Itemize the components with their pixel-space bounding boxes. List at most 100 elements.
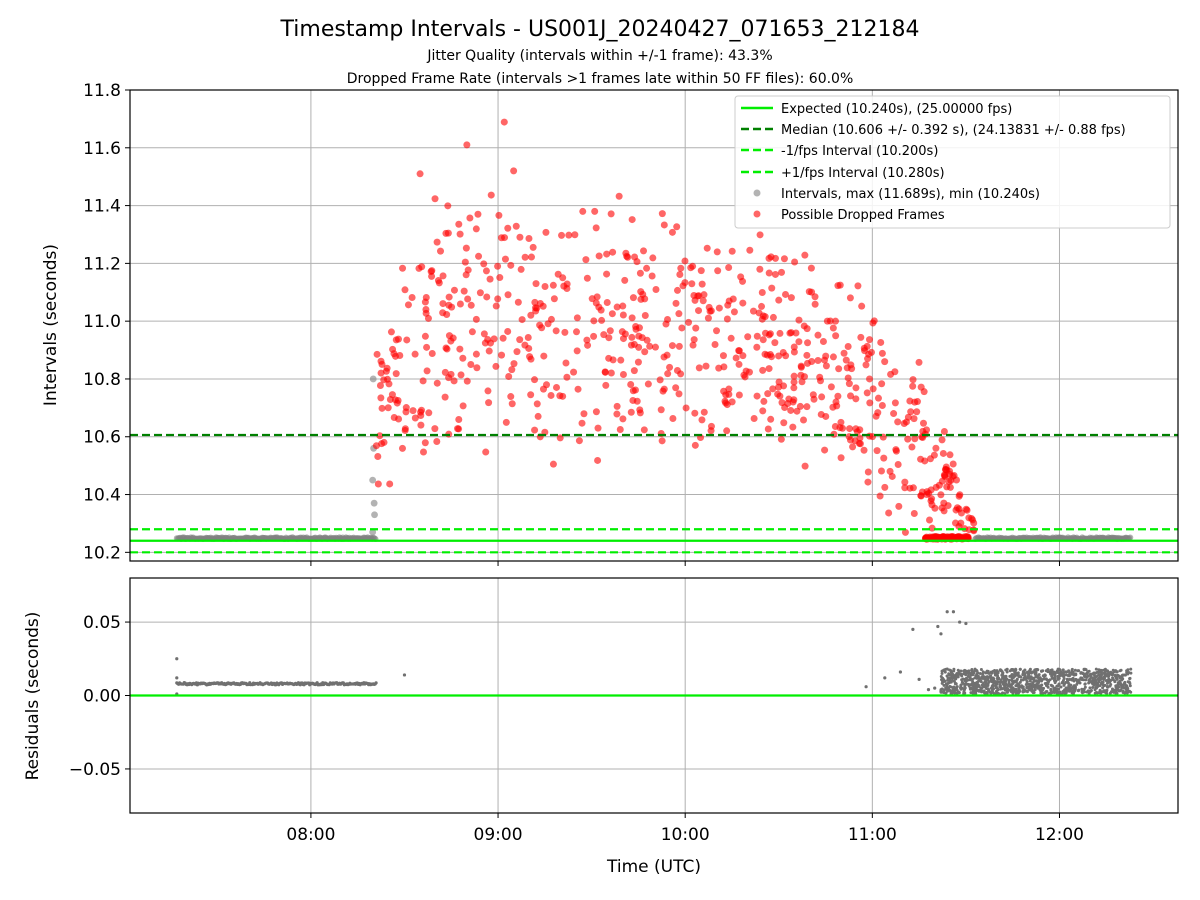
y-tick-label-top: 11.6 (83, 139, 121, 159)
residual-point (963, 686, 967, 690)
residual-point (983, 680, 987, 684)
dropped-frame-point (938, 477, 946, 485)
residual-point (1001, 691, 1005, 695)
dropped-frame-point (724, 301, 732, 309)
residual-point (1001, 682, 1005, 686)
dropped-frame-point (660, 221, 668, 229)
residual-point (1017, 685, 1021, 689)
dropped-frame-point (622, 249, 630, 257)
dropped-frame-point (732, 354, 740, 362)
residual-point (1114, 686, 1118, 690)
dropped-frame-point (618, 328, 626, 336)
residual-point (1025, 690, 1029, 694)
residual-point (1128, 684, 1132, 688)
dropped-frame-point (854, 282, 862, 290)
residual-point (1069, 683, 1073, 687)
dropped-frame-point (765, 365, 773, 373)
residual-point (962, 691, 966, 695)
dropped-frame-point (628, 333, 636, 341)
dropped-frame-point (504, 224, 512, 232)
dropped-frame-point (787, 294, 795, 302)
residual-point (883, 676, 887, 680)
legend-label-plus-fps: +1/fps Interval (10.280s) (781, 166, 945, 181)
legend-label-median: Median (10.606 +/- 0.392 s), (24.13831 +… (781, 123, 1126, 138)
dropped-frame-point (742, 367, 750, 375)
dropped-frame-point (885, 509, 893, 517)
dropped-frame-point (656, 376, 664, 384)
residual-point (1099, 691, 1103, 695)
dropped-frame-point (401, 425, 409, 433)
residual-point (1003, 688, 1007, 692)
dropped-frame-point (487, 191, 495, 199)
dropped-frame-point (419, 448, 427, 456)
dropped-frame-point (424, 314, 432, 322)
dropped-frame-point (459, 354, 467, 362)
dropped-frame-point (846, 425, 854, 433)
dropped-frame-point (940, 428, 948, 436)
dropped-frame-point (578, 419, 586, 427)
dropped-frame-point (392, 370, 400, 378)
y-tick-label-bottom: −0.05 (69, 760, 121, 780)
dropped-frame-point (467, 301, 475, 309)
dropped-frame-point (531, 426, 539, 434)
dropped-frame-point (627, 408, 635, 416)
legend-swatch-dropped (753, 210, 761, 218)
residual-point (1074, 685, 1078, 689)
dropped-frame-point (558, 231, 566, 239)
residual-point (1055, 684, 1059, 688)
residual-point (989, 678, 993, 682)
legend-label-intervals: Intervals, max (11.689s), min (10.240s) (781, 187, 1040, 202)
residual-point (374, 681, 378, 685)
dropped-frame-point (866, 399, 874, 407)
dropped-frame-point (638, 334, 646, 342)
residual-point (1046, 670, 1050, 674)
residual-point (1108, 680, 1112, 684)
dropped-frame-point (629, 387, 637, 395)
dropped-frame-point (516, 336, 524, 344)
residual-point (1033, 685, 1037, 689)
dropped-frame-point (454, 425, 462, 433)
residual-point (959, 686, 963, 690)
dropped-frame-point (445, 374, 453, 382)
residual-point (1116, 673, 1120, 677)
dropped-frame-point (629, 294, 637, 302)
dropped-frame-point (700, 408, 708, 416)
residual-point (993, 671, 997, 675)
dropped-frame-point (814, 357, 822, 365)
dropped-frame-point (595, 252, 603, 260)
dropped-frame-point (421, 439, 429, 447)
dropped-frame-point (419, 377, 427, 385)
residual-point (1049, 687, 1053, 691)
dropped-frame-point (909, 484, 917, 492)
residual-point (991, 683, 995, 687)
residual-point (951, 610, 956, 614)
dropped-frame-point (746, 246, 754, 254)
top-plot-frame (129, 89, 1179, 562)
residual-point (986, 687, 990, 691)
residual-point (1035, 667, 1039, 671)
dropped-frame-point (904, 435, 912, 443)
bottom-y-axis-label: Residuals (seconds) (23, 612, 43, 781)
dropped-frame-point (675, 390, 683, 398)
residual-point (976, 671, 980, 675)
dropped-frame-point (482, 448, 490, 456)
dropped-frame-point (926, 455, 934, 463)
dropped-frame-point (431, 195, 439, 203)
dropped-frame-point (840, 349, 848, 357)
dropped-frame-point (778, 268, 786, 276)
dropped-frame-point (965, 526, 973, 534)
dropped-frame-point (756, 265, 764, 273)
dropped-frame-point (402, 404, 410, 412)
dropped-frame-point (714, 267, 722, 275)
residual-point (977, 688, 981, 692)
dropped-frame-point (956, 491, 964, 499)
residual-point (981, 670, 985, 674)
residual-point (995, 686, 999, 690)
dropped-frame-point (673, 223, 681, 231)
residual-point (1032, 677, 1036, 681)
dropped-frame-point (874, 394, 882, 402)
dropped-frame-point (573, 314, 581, 322)
dropped-frame-point (739, 299, 747, 307)
interval-point (369, 528, 377, 536)
dropped-frame-point (450, 286, 458, 294)
